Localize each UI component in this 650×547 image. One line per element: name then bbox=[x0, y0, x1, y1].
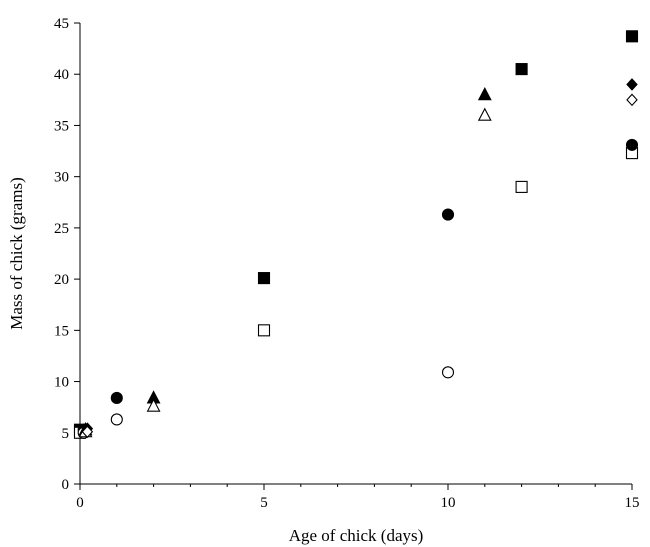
x-tick-label: 5 bbox=[260, 495, 268, 511]
data-point-square-filled bbox=[515, 63, 528, 76]
data-point-circle-open bbox=[441, 366, 455, 379]
data-point-square-open bbox=[515, 180, 528, 193]
data-point-circle-filled bbox=[110, 391, 123, 404]
y-tick-label: 40 bbox=[54, 67, 69, 83]
data-point-circle-filled bbox=[625, 138, 639, 151]
data-point-square-filled bbox=[257, 272, 271, 285]
x-axis-label: Age of chick (days) bbox=[289, 526, 424, 545]
data-points bbox=[73, 30, 639, 439]
axes bbox=[79, 23, 632, 485]
y-tick-label: 5 bbox=[62, 426, 70, 442]
ticks: 0 5 10 15 20 25 30 35 40 45 0 5 10 15 bbox=[54, 16, 640, 511]
data-point-triangle-filled bbox=[477, 87, 492, 101]
y-tick-label: 15 bbox=[54, 323, 69, 339]
y-tick-label: 35 bbox=[54, 118, 69, 134]
data-point-circle-filled bbox=[441, 208, 455, 221]
y-tick-label: 20 bbox=[54, 272, 69, 288]
data-point-circle-open bbox=[110, 413, 123, 426]
y-tick-label: 45 bbox=[54, 16, 69, 32]
x-tick-label: 15 bbox=[625, 495, 640, 511]
data-point-triangle-open bbox=[146, 398, 161, 412]
data-point-diamond-open bbox=[81, 425, 94, 439]
y-tick-label: 25 bbox=[54, 221, 69, 237]
data-point-diamond-open bbox=[626, 93, 638, 107]
y-tick-label: 30 bbox=[54, 170, 69, 186]
y-tick-label: 0 bbox=[62, 477, 70, 493]
data-point-diamond-filled bbox=[626, 78, 638, 91]
x-tick-label: 0 bbox=[76, 495, 84, 511]
y-tick-label: 10 bbox=[54, 375, 69, 391]
y-axis-label: Mass of chick (grams) bbox=[7, 177, 26, 330]
data-point-triangle-open bbox=[477, 107, 492, 121]
data-point-square-open bbox=[257, 324, 271, 337]
x-tick-label: 10 bbox=[441, 495, 456, 511]
data-point-square-filled bbox=[625, 30, 639, 43]
